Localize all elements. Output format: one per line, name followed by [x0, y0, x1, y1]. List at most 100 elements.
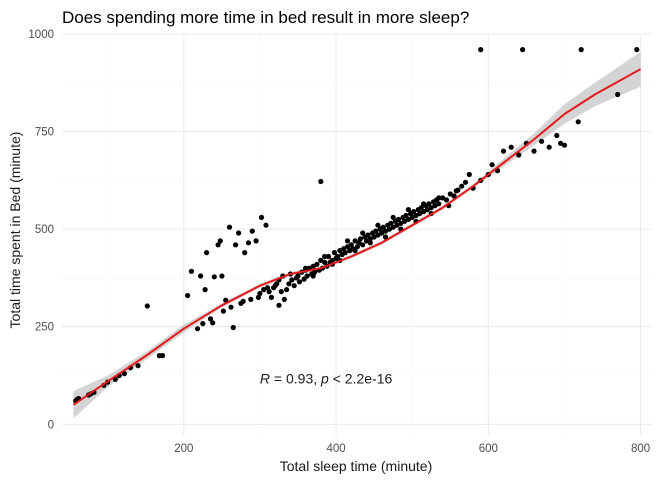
data-point [257, 290, 263, 297]
data-point [388, 220, 394, 226]
data-point [200, 321, 206, 327]
confidence-band-area [73, 51, 641, 419]
data-point [561, 142, 568, 148]
tick-labels: 200 400 600 800 0 250 500 750 1000 [28, 29, 650, 455]
data-point [500, 148, 507, 154]
data-point [295, 273, 301, 279]
data-point [344, 238, 351, 244]
data-point [508, 144, 514, 150]
data-point [360, 230, 366, 236]
data-point [462, 179, 469, 185]
data-point [365, 232, 371, 238]
data-point [382, 234, 389, 240]
data-point [253, 238, 259, 244]
data-point [436, 195, 442, 201]
data-point [348, 242, 354, 248]
data-point [459, 183, 465, 189]
data-point [314, 261, 320, 267]
data-point [211, 274, 217, 280]
data-point [546, 144, 552, 150]
data-point [382, 228, 389, 234]
data-point [289, 277, 295, 283]
x-axis-title: Total sleep time (minute) [280, 458, 433, 474]
data-point [418, 205, 424, 211]
trend-line [72, 68, 642, 406]
data-point [360, 242, 366, 248]
trend-line-path [72, 68, 642, 406]
data-point [395, 216, 402, 222]
data-point [615, 91, 621, 98]
y-axis-title: Total time spent in Bed (minute) [7, 132, 23, 329]
y-tick-label: 500 [35, 224, 54, 236]
data-point [520, 47, 526, 53]
x-tick-label: 800 [631, 443, 650, 455]
data-point [207, 316, 214, 322]
data-point [228, 304, 234, 310]
data-point [286, 281, 292, 287]
data-point [325, 253, 332, 260]
data-point [312, 269, 318, 275]
data-point [240, 298, 246, 304]
data-point [539, 138, 545, 144]
data-point [245, 240, 252, 246]
data-point [291, 283, 297, 289]
data-point [575, 119, 581, 125]
annotation-part: R [260, 370, 270, 386]
data-point [443, 197, 450, 203]
data-point [375, 222, 381, 228]
x-tick-label: 400 [326, 443, 345, 455]
y-tick-label: 750 [35, 127, 54, 139]
data-point [303, 265, 309, 271]
data-point [318, 178, 324, 185]
data-point [266, 289, 272, 295]
data-point [210, 320, 216, 326]
data-point [411, 209, 417, 215]
annotation-part: = 0.93, [270, 370, 321, 386]
data-point [436, 201, 442, 207]
data-point [233, 242, 239, 248]
data-point [478, 47, 484, 53]
data-point [276, 302, 282, 308]
confidence-band [73, 51, 641, 419]
data-point [342, 250, 348, 256]
x-tick-label: 200 [174, 443, 193, 455]
data-point [558, 140, 564, 146]
data-point [135, 363, 141, 369]
data-point [335, 253, 341, 260]
data-point [354, 244, 360, 250]
data-point [516, 152, 522, 158]
data-point [426, 201, 432, 207]
data-point [380, 224, 386, 230]
data-point [255, 294, 261, 300]
data-point [322, 253, 328, 260]
data-point [440, 195, 446, 201]
data-point [204, 250, 210, 256]
annotation-part: p [320, 370, 329, 386]
y-tick-label: 0 [48, 419, 54, 431]
data-point [220, 308, 226, 314]
data-point [304, 273, 310, 279]
data-point [274, 281, 280, 287]
data-point [219, 273, 225, 279]
data-point [226, 224, 233, 230]
gridlines [62, 33, 652, 436]
data-point [263, 222, 269, 228]
data-point [144, 303, 150, 309]
data-point [194, 326, 201, 332]
y-tick-label: 250 [35, 322, 54, 334]
chart-title: Does spending more time in bed result in… [62, 8, 469, 27]
data-point [466, 171, 472, 178]
data-point [352, 248, 358, 254]
correlation-annotation: R = 0.93, p < 2.2e-16 [260, 370, 393, 386]
data-point [159, 353, 166, 359]
data-point [296, 279, 303, 285]
data-point [217, 238, 223, 244]
data-point [403, 212, 409, 219]
data-point [331, 250, 338, 256]
data-point [373, 228, 379, 234]
data-point [281, 296, 287, 302]
data-point [278, 289, 284, 295]
data-point [357, 236, 363, 242]
data-point [310, 273, 316, 279]
